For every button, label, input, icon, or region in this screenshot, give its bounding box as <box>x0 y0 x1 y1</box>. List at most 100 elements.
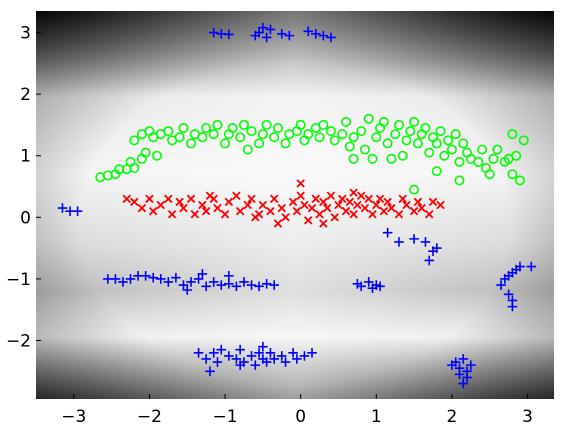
data-point <box>254 138 265 149</box>
x-tick-label: −3 <box>61 407 86 427</box>
data-point <box>250 360 261 370</box>
data-point <box>431 166 442 177</box>
x-tick-label: 2 <box>446 407 457 427</box>
data-point <box>205 191 215 200</box>
series-x <box>122 179 445 228</box>
data-point <box>148 206 158 216</box>
data-point <box>348 153 359 164</box>
data-point <box>353 200 362 210</box>
data-point <box>307 203 317 213</box>
data-point <box>526 261 537 272</box>
data-point <box>326 32 336 43</box>
data-point <box>303 129 314 140</box>
data-point <box>338 194 347 204</box>
data-point <box>356 126 367 137</box>
data-point <box>272 123 283 134</box>
data-point <box>269 280 280 290</box>
data-point <box>110 274 121 284</box>
data-point <box>322 203 332 213</box>
data-point <box>156 200 166 210</box>
data-point <box>344 141 355 152</box>
data-point <box>515 261 525 272</box>
data-point <box>458 138 469 149</box>
x-axis-ticks: −3 −2 −1 0 1 2 3 <box>61 394 533 427</box>
data-point <box>197 132 208 143</box>
data-point <box>265 348 276 358</box>
data-point <box>311 194 321 204</box>
x-tick-label: 1 <box>371 407 382 427</box>
data-point <box>224 271 234 281</box>
data-point <box>224 197 234 207</box>
data-point <box>231 281 242 292</box>
data-point <box>137 203 147 213</box>
data-point <box>372 200 381 210</box>
data-point <box>387 203 396 213</box>
data-point <box>216 344 227 355</box>
data-point <box>349 210 358 219</box>
data-point <box>269 132 280 143</box>
data-point <box>341 116 352 127</box>
data-point <box>473 156 484 167</box>
data-point <box>484 169 495 180</box>
data-point <box>269 354 280 364</box>
data-point <box>303 216 313 225</box>
data-point <box>424 210 434 219</box>
data-point <box>258 341 268 352</box>
x-tick-label: 3 <box>522 407 533 427</box>
data-point <box>458 378 469 389</box>
data-point <box>360 203 370 213</box>
data-point <box>186 138 197 149</box>
data-point <box>246 126 257 137</box>
data-point <box>246 351 257 361</box>
data-point <box>269 194 279 204</box>
y-tick-label: −2 <box>6 331 31 351</box>
data-point <box>284 30 295 41</box>
data-point <box>477 144 488 155</box>
data-point <box>265 24 276 35</box>
data-point <box>402 200 411 210</box>
data-point <box>178 280 189 290</box>
data-point <box>334 200 343 210</box>
x-tick-label: 0 <box>295 407 306 427</box>
y-tick-label: 1 <box>20 147 31 167</box>
data-point <box>507 301 518 312</box>
data-point <box>413 197 423 207</box>
data-point <box>118 277 128 287</box>
data-point <box>288 197 298 207</box>
data-point <box>167 210 177 219</box>
data-point <box>220 210 230 219</box>
data-point <box>368 210 377 219</box>
data-point <box>375 194 385 204</box>
data-point <box>488 153 499 164</box>
data-point <box>315 210 324 219</box>
data-point <box>409 206 419 216</box>
data-point <box>318 119 329 130</box>
data-point <box>382 227 393 238</box>
data-point <box>462 372 472 383</box>
data-point <box>345 197 355 207</box>
data-point <box>151 150 162 161</box>
data-point <box>208 129 219 140</box>
data-point <box>261 357 272 367</box>
data-point <box>337 129 348 140</box>
data-point <box>254 281 264 292</box>
data-point <box>394 237 404 247</box>
y-axis-ticks: −2 −1 0 1 2 3 <box>6 24 41 351</box>
data-point <box>280 357 291 367</box>
data-point <box>409 116 420 127</box>
data-point <box>224 279 234 289</box>
data-point <box>171 272 181 283</box>
data-point <box>247 194 256 204</box>
data-point <box>394 210 404 219</box>
data-point <box>330 213 339 222</box>
data-point <box>314 132 325 143</box>
data-point <box>466 360 476 370</box>
data-point <box>496 280 506 290</box>
data-point <box>224 351 234 361</box>
data-point <box>356 281 366 292</box>
data-point <box>436 200 445 210</box>
data-point <box>257 129 268 140</box>
data-point <box>378 116 389 127</box>
data-point <box>431 138 442 149</box>
